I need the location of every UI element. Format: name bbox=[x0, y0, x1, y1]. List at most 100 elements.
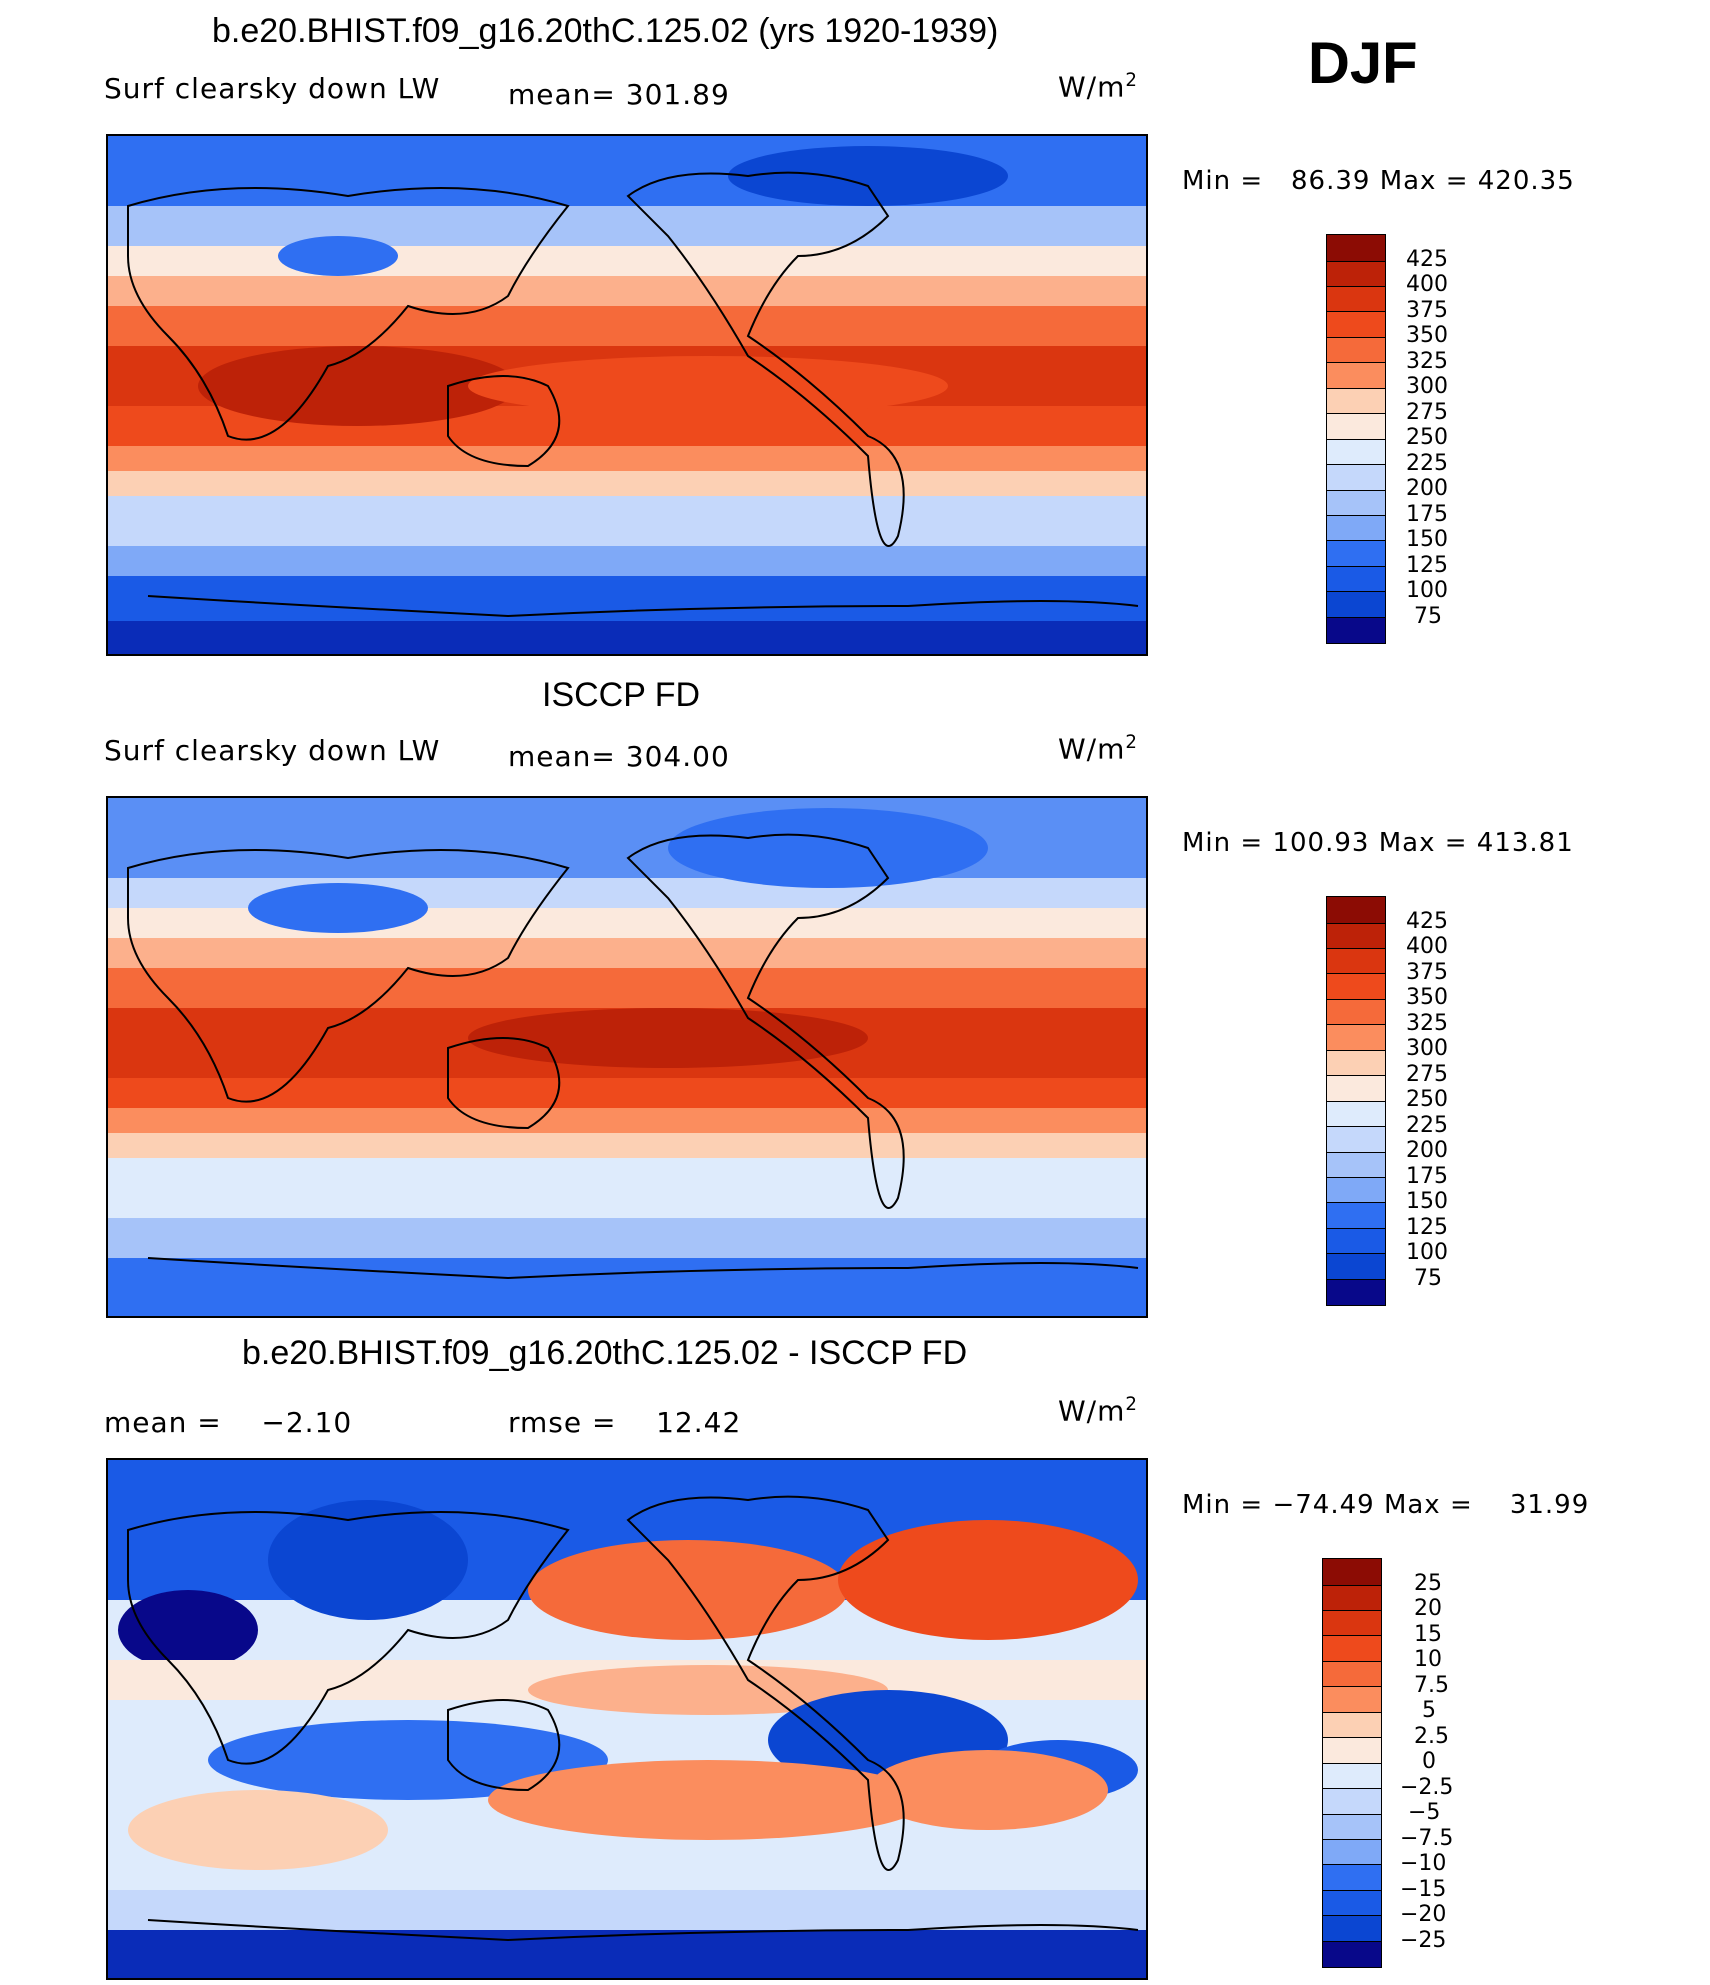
panel-1-swatch bbox=[1327, 439, 1385, 464]
panel-2-max-value: 413.81 bbox=[1476, 828, 1574, 858]
panel-2-swatch bbox=[1327, 1024, 1385, 1050]
panel-1-swatch bbox=[1327, 540, 1385, 566]
panel-3-swatch bbox=[1323, 1635, 1381, 1661]
panel-3-tick: 0 bbox=[1422, 1749, 1436, 1774]
panel-3-tick: −2.5 bbox=[1400, 1775, 1454, 1800]
panel-2-tick: 75 bbox=[1414, 1266, 1442, 1291]
panel-2-swatch bbox=[1327, 897, 1385, 923]
panel-3-mean-value: −2.10 bbox=[261, 1406, 353, 1439]
panel-3-swatch bbox=[1323, 1686, 1381, 1712]
panel-1-field bbox=[108, 136, 1146, 654]
panel-2-swatch bbox=[1327, 999, 1385, 1024]
panel-2-units-sup: 2 bbox=[1125, 732, 1138, 753]
panel-3-tick: 5 bbox=[1422, 1698, 1436, 1723]
panel-1-minmax: Min = 86.39 Max = 420.35 bbox=[1182, 166, 1575, 196]
panel-2-tick: 150 bbox=[1406, 1189, 1448, 1214]
panel-1-swatch bbox=[1327, 515, 1385, 540]
panel-1-tick: 125 bbox=[1406, 553, 1448, 578]
panel-3-swatch bbox=[1323, 1585, 1381, 1610]
panel-2-swatch bbox=[1327, 1152, 1385, 1177]
panel-1-subtitle: Surf clearsky down LW bbox=[104, 72, 441, 105]
panel-2-mean: mean= 304.00 bbox=[508, 740, 730, 773]
panel-3-tick: 7.5 bbox=[1414, 1673, 1449, 1698]
panel-1-units-base: W/m bbox=[1058, 70, 1126, 104]
panel-1-tick: 350 bbox=[1406, 323, 1448, 348]
panel-1-tick: 400 bbox=[1406, 272, 1448, 297]
panel-2-field bbox=[108, 798, 1146, 1316]
panel-1-tick: 150 bbox=[1406, 527, 1448, 552]
panel-3-swatch bbox=[1323, 1737, 1381, 1763]
panel-1-units: W/m2 bbox=[1058, 70, 1138, 103]
panel-3-tick: −7.5 bbox=[1400, 1826, 1454, 1851]
panel-1-max-value: 420.35 bbox=[1477, 166, 1575, 196]
panel-3-units-sup: 2 bbox=[1125, 1394, 1138, 1415]
panel-2-tick: 400 bbox=[1406, 934, 1448, 959]
panel-1-units-sup: 2 bbox=[1125, 70, 1138, 91]
panel-3-swatch bbox=[1323, 1559, 1381, 1585]
panel-2-units-base: W/m bbox=[1058, 732, 1126, 766]
panel-3-swatch bbox=[1323, 1915, 1381, 1941]
panel-2-tick: 175 bbox=[1406, 1164, 1448, 1189]
panel-3-units-base: W/m bbox=[1058, 1394, 1126, 1428]
panel-2-min-label: Min = bbox=[1182, 828, 1264, 858]
panel-1-swatch bbox=[1327, 388, 1385, 413]
panel-3-min-value: −74.49 bbox=[1272, 1490, 1375, 1520]
panel-1-swatch bbox=[1327, 413, 1385, 439]
panel-3-tick: 25 bbox=[1414, 1571, 1442, 1596]
panel-1-swatch bbox=[1327, 464, 1385, 490]
panel-2-tick: 375 bbox=[1406, 960, 1448, 985]
panel-2-tick: 125 bbox=[1406, 1215, 1448, 1240]
panel-1-tick: 100 bbox=[1406, 578, 1448, 603]
panel-2-map bbox=[106, 796, 1148, 1318]
panel-1-swatch bbox=[1327, 311, 1385, 337]
panel-1-swatch bbox=[1327, 617, 1385, 643]
panel-1-min-value: 86.39 bbox=[1290, 166, 1371, 196]
panel-1-swatch bbox=[1327, 566, 1385, 591]
panel-3-swatch bbox=[1323, 1839, 1381, 1864]
panel-1-tick: 375 bbox=[1406, 298, 1448, 323]
panel-3-tick: 10 bbox=[1414, 1647, 1442, 1672]
panel-2-swatch bbox=[1327, 1279, 1385, 1305]
panel-2-units: W/m2 bbox=[1058, 732, 1138, 765]
panel-1-swatch bbox=[1327, 261, 1385, 286]
panel-3-title: b.e20.BHIST.f09_g16.20thC.125.02 - ISCCP… bbox=[242, 1334, 968, 1372]
panel-2-swatch bbox=[1327, 1101, 1385, 1126]
panel-2-mean-value: 304.00 bbox=[625, 740, 730, 773]
panel-2-swatch bbox=[1327, 948, 1385, 973]
panel-3-colorbar bbox=[1322, 1558, 1382, 1968]
panel-2-tick: 350 bbox=[1406, 985, 1448, 1010]
panel-3-max-label: Max = bbox=[1383, 1490, 1473, 1520]
panel-2-swatch bbox=[1327, 1202, 1385, 1228]
panel-1-swatch bbox=[1327, 286, 1385, 311]
panel-3-tick: 15 bbox=[1414, 1622, 1442, 1647]
panel-1-swatch bbox=[1327, 591, 1385, 617]
panel-2-tick: 425 bbox=[1406, 909, 1448, 934]
panel-1-swatch bbox=[1327, 235, 1385, 261]
panel-1-min-label: Min = bbox=[1182, 166, 1264, 196]
panel-1-mean-label: mean= bbox=[508, 78, 616, 111]
panel-3-tick: −15 bbox=[1400, 1877, 1447, 1902]
panel-3-tick: 20 bbox=[1414, 1596, 1442, 1621]
panel-2-max-label: Max = bbox=[1378, 828, 1468, 858]
panel-3-rmse: rmse = 12.42 bbox=[508, 1406, 741, 1439]
panel-3-units: W/m2 bbox=[1058, 1394, 1138, 1427]
panel-2-swatch bbox=[1327, 973, 1385, 999]
panel-2-tick: 100 bbox=[1406, 1240, 1448, 1265]
panel-3-mean-label: mean = bbox=[104, 1406, 222, 1439]
panel-1-mean: mean= 301.89 bbox=[508, 78, 730, 111]
panel-2-minmax: Min = 100.93 Max = 413.81 bbox=[1182, 828, 1574, 858]
panel-1-colorbar bbox=[1326, 234, 1386, 644]
panel-1-tick: 425 bbox=[1406, 247, 1448, 272]
panel-2-tick: 300 bbox=[1406, 1036, 1448, 1061]
panel-2-tick: 200 bbox=[1406, 1138, 1448, 1163]
panel-2-swatch bbox=[1327, 1253, 1385, 1279]
panel-1-title: b.e20.BHIST.f09_g16.20thC.125.02 (yrs 19… bbox=[212, 12, 999, 50]
panel-2-tick: 225 bbox=[1406, 1113, 1448, 1138]
panel-2-min-value: 100.93 bbox=[1272, 828, 1370, 858]
panel-2-tick: 325 bbox=[1406, 1011, 1448, 1036]
panel-2-swatch bbox=[1327, 1177, 1385, 1202]
panel-1-swatch bbox=[1327, 362, 1385, 388]
panel-1-mean-value: 301.89 bbox=[625, 78, 730, 111]
panel-1-tick: 325 bbox=[1406, 349, 1448, 374]
panel-1-tick: 75 bbox=[1414, 604, 1442, 629]
